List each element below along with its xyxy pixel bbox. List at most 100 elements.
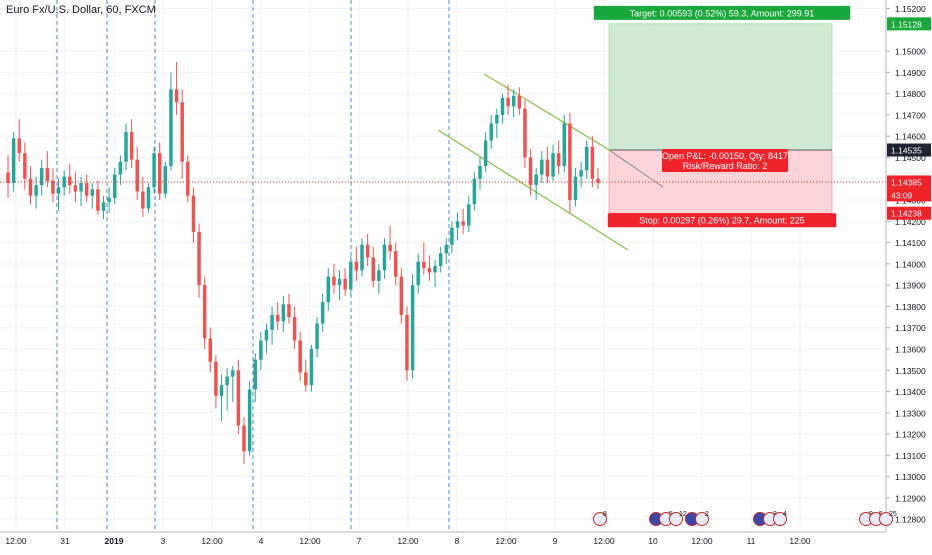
candle-body bbox=[467, 204, 471, 226]
candle-body bbox=[562, 123, 567, 166]
event-flag-icon bbox=[695, 512, 709, 526]
candle-body bbox=[169, 89, 173, 166]
candle-body bbox=[349, 261, 353, 290]
candle-body bbox=[180, 102, 184, 162]
candle-body bbox=[450, 227, 454, 245]
channel-lower-line bbox=[437, 129, 629, 251]
time-tick-label: 12:00 bbox=[299, 536, 321, 546]
candle-body bbox=[34, 185, 38, 196]
candle-body bbox=[90, 189, 95, 196]
price-tick-label: 1.14100 bbox=[895, 238, 926, 248]
countdown-tag-bg bbox=[887, 188, 931, 202]
time-tick-label: 4 bbox=[259, 536, 264, 546]
economic-events[interactable]: 85122349525 bbox=[593, 511, 897, 526]
candle-body bbox=[405, 314, 409, 371]
candle-body bbox=[292, 317, 297, 341]
candle-body bbox=[242, 425, 246, 452]
candle-body bbox=[444, 244, 449, 254]
price-tick-label: 1.13900 bbox=[895, 281, 926, 291]
price-tick-label: 1.13500 bbox=[895, 366, 926, 376]
candle-body bbox=[45, 168, 50, 181]
candle-body bbox=[483, 140, 488, 166]
target-label: Target: 0.00593 (0.52%) 59.3, Amount: 29… bbox=[630, 8, 815, 18]
time-axis[interactable]: 12:00 31 2019 3 12:00 4 12:00 7 12:00 8 12:00 9 12:0… bbox=[0, 531, 886, 546]
candle-body bbox=[596, 178, 600, 184]
candle-body bbox=[186, 161, 190, 196]
candle-body bbox=[6, 172, 10, 184]
candle-body bbox=[253, 359, 257, 390]
candle-body bbox=[152, 153, 156, 188]
price-tick-label: 1.14600 bbox=[895, 132, 926, 142]
session-separators bbox=[56, 0, 450, 532]
price-tick-label: 1.13200 bbox=[895, 430, 926, 440]
event-flag-icon bbox=[773, 512, 787, 526]
candle-body bbox=[585, 146, 589, 171]
candle-body bbox=[309, 348, 314, 386]
candle-body bbox=[79, 183, 83, 192]
position-labels[interactable]: Target: 0.00593 (0.52%) 59.3, Amount: 29… bbox=[593, 5, 851, 228]
price-axis[interactable]: 1.15200 1.15000 1.14900 1.14800 1.14700 1.146… bbox=[885, 0, 931, 532]
time-tick-label: 3 bbox=[161, 536, 166, 546]
event-flag-icon bbox=[593, 512, 607, 526]
candle-body bbox=[388, 244, 392, 252]
candle-body bbox=[197, 231, 201, 286]
candle-body bbox=[354, 261, 359, 271]
candle-body bbox=[326, 276, 331, 303]
candle-body bbox=[579, 170, 583, 177]
candle-series[interactable] bbox=[6, 61, 600, 464]
candle-body bbox=[191, 195, 196, 232]
symbol-title[interactable]: Euro Fx/U.S. Dollar, 60, FXCM bbox=[6, 4, 156, 16]
candle-body bbox=[495, 114, 499, 124]
time-tick-label: 12:00 bbox=[495, 536, 517, 546]
event-count-label: 25 bbox=[889, 511, 897, 518]
price-tick-label: 1.14200 bbox=[895, 217, 926, 227]
time-tick-label: 12:00 bbox=[5, 536, 27, 546]
candle-body bbox=[393, 251, 398, 277]
event-count-label: 2 bbox=[705, 511, 709, 518]
candle-body bbox=[107, 197, 111, 203]
candle-body bbox=[523, 108, 527, 158]
position-zones[interactable] bbox=[608, 23, 833, 214]
candle-body bbox=[528, 157, 533, 186]
target-zone bbox=[608, 23, 833, 151]
candle-body bbox=[231, 370, 235, 377]
target-label-bg bbox=[593, 5, 851, 20]
price-tick-label: 1.12900 bbox=[895, 493, 926, 503]
candle-body bbox=[113, 174, 117, 198]
candle-body bbox=[382, 244, 387, 271]
pl-connector bbox=[608, 149, 664, 188]
price-tick-label: 1.14700 bbox=[895, 110, 926, 120]
candle-body bbox=[141, 191, 145, 209]
entry-price-tag: 1.14535 bbox=[891, 146, 922, 156]
time-tick-label: 2019 bbox=[105, 536, 124, 546]
stop-price-tag: 1.14238 bbox=[891, 209, 922, 219]
stop-label: Stop: 0.00297 (0.26%) 29.7, Amount: 225 bbox=[639, 216, 805, 226]
channel-drawing[interactable] bbox=[437, 73, 629, 251]
candle-body bbox=[163, 165, 168, 194]
open-pl-bg bbox=[662, 149, 788, 172]
open-pl-label: Open P&L: -0.00150, Qty: 8417 bbox=[662, 151, 788, 161]
event-count-label: 12 bbox=[679, 511, 687, 518]
candle-body bbox=[68, 176, 72, 186]
candle-body bbox=[225, 376, 229, 386]
candle-body bbox=[534, 174, 538, 186]
candle-body bbox=[511, 95, 516, 107]
time-tick-label: 10 bbox=[648, 536, 658, 546]
candle-body bbox=[315, 323, 319, 349]
candle-body bbox=[281, 304, 286, 322]
rr-label: Risk/Reward Ratio: 2 bbox=[683, 161, 768, 171]
candle-body bbox=[84, 183, 89, 196]
candle-body bbox=[478, 165, 482, 179]
candle-body bbox=[500, 97, 505, 115]
candle-body bbox=[304, 372, 308, 386]
price-tick-label: 1.13100 bbox=[895, 451, 926, 461]
candle-body bbox=[28, 178, 33, 196]
price-tick-label: 1.15000 bbox=[895, 47, 926, 57]
candle-body bbox=[427, 268, 432, 273]
candle-body bbox=[517, 95, 522, 109]
candle-body bbox=[214, 361, 218, 396]
time-tick-label: 12:00 bbox=[397, 536, 419, 546]
channel-upper-line bbox=[483, 73, 612, 152]
